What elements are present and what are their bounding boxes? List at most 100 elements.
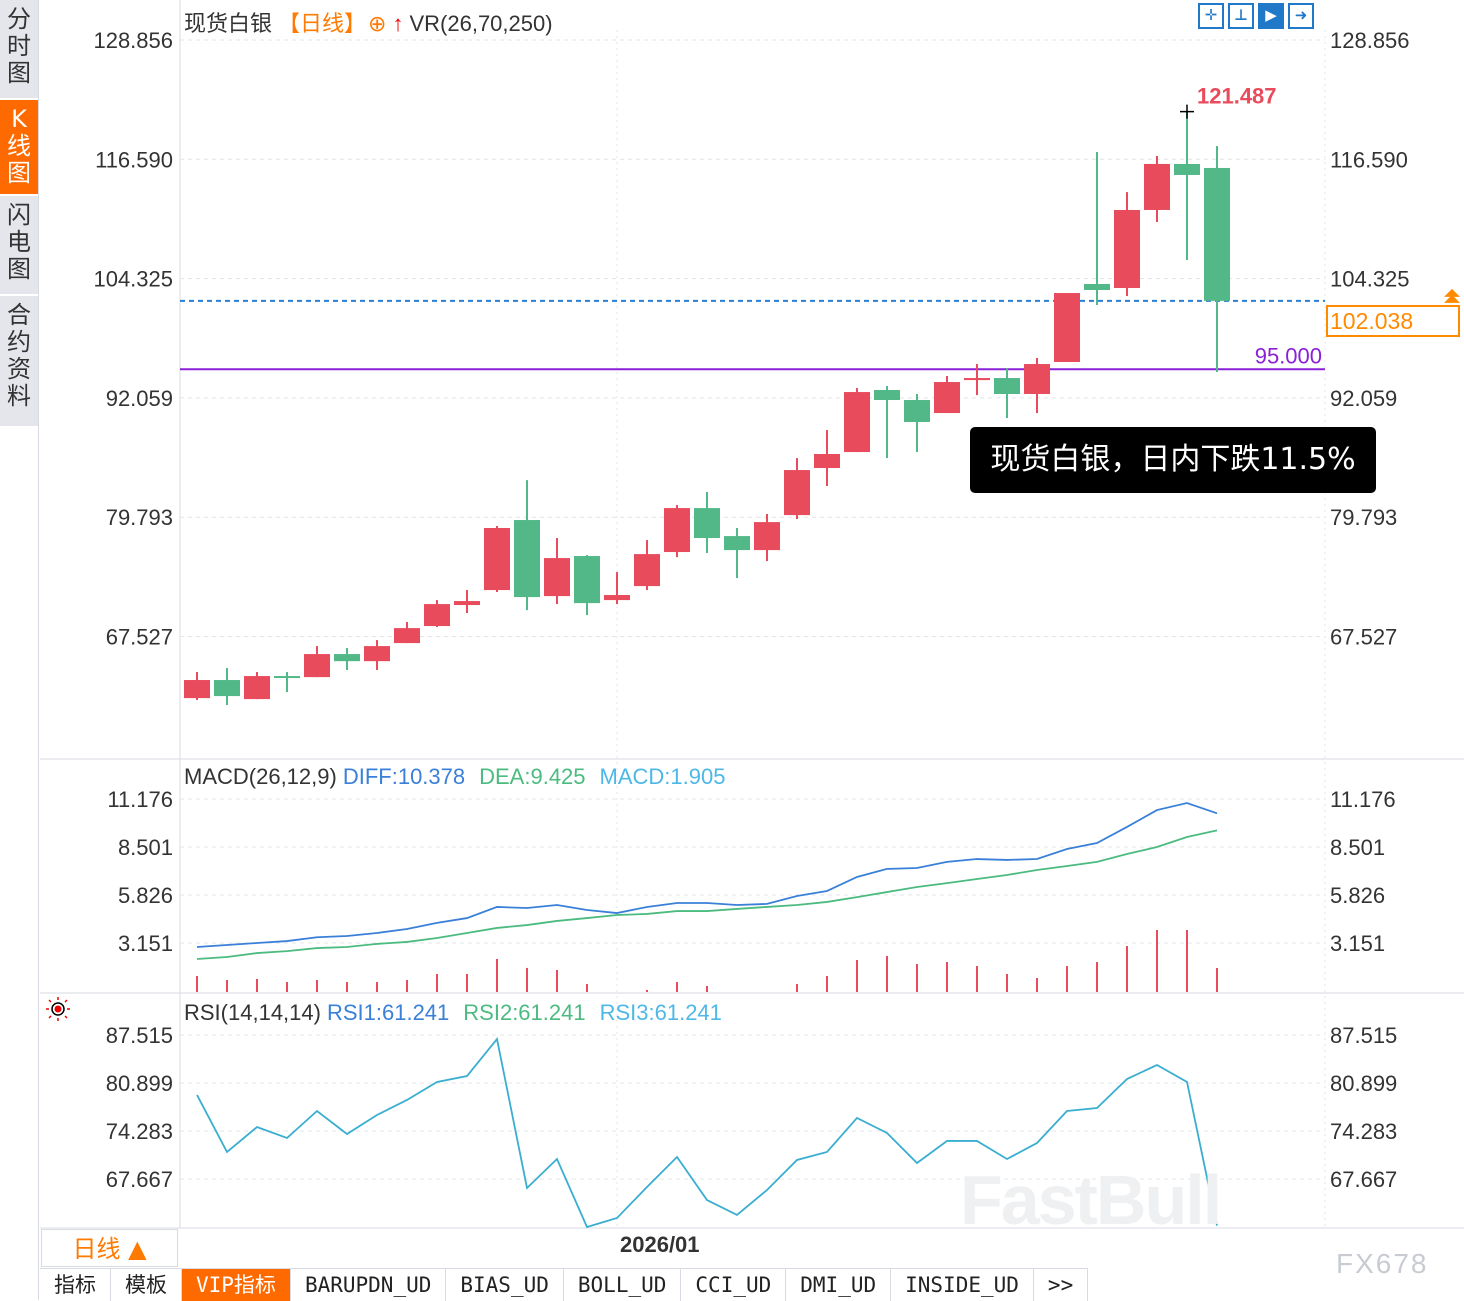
period-selector-button[interactable]: 日线 ▲: [41, 1229, 178, 1267]
candle-body: [754, 522, 780, 551]
sidebar-item-kline[interactable]: K线图: [0, 100, 38, 196]
candle-body: [604, 595, 630, 601]
crosshair-icon[interactable]: ✛: [1198, 3, 1224, 29]
dea-line: [196, 829, 1218, 960]
candle-body: [664, 508, 690, 553]
chart-toolbar: ✛ ⊥ ▶ ➜: [1198, 3, 1314, 29]
x-axis-date-label: 2026/01: [620, 1232, 700, 1257]
y-axis-tick-label-left: 11.176: [107, 787, 173, 812]
tab-cci-ud[interactable]: CCI_UD: [681, 1269, 787, 1301]
range-measure-icon[interactable]: ⊥: [1228, 3, 1254, 29]
rsi3-value: RSI3:61.241: [599, 1000, 722, 1025]
tab-boll-ud[interactable]: BOLL_UD: [564, 1269, 682, 1301]
candle-body: [214, 680, 240, 697]
candle-body: [994, 378, 1020, 394]
rsi1-value: RSI1:61.241: [326, 1000, 450, 1025]
y-axis-tick-label-right: 80.899: [1330, 1071, 1397, 1096]
macd-header: MACD(26,12,9) DIFF:10.378 DEA:9.425 MACD:1.…: [184, 764, 731, 790]
y-axis-tick-label-left: 128.856: [93, 28, 173, 53]
y-axis-tick-label-left: 74.283: [106, 1119, 173, 1144]
tab-more-button[interactable]: >>: [1034, 1269, 1089, 1301]
high-price-label: 121.487: [1197, 84, 1277, 109]
candle-body: [394, 628, 420, 644]
y-axis-tick-label-right: 116.590: [1330, 147, 1408, 172]
y-axis-tick-label-left: 67.667: [106, 1167, 173, 1192]
y-axis-tick-label-left: 116.590: [95, 147, 173, 172]
y-axis-tick-label-right: 67.527: [1330, 625, 1397, 650]
tab-vip-indicators[interactable]: VIP指标: [182, 1269, 291, 1301]
candle-body: [544, 558, 570, 597]
watermark-code: FX678: [1336, 1248, 1429, 1279]
tab-templates[interactable]: 模板: [111, 1269, 182, 1301]
rsi-title[interactable]: RSI(14,14,14): [184, 1000, 321, 1025]
rsi-line: [196, 1036, 1218, 1229]
candle-body: [334, 654, 360, 662]
candle-body: [874, 390, 900, 401]
y-axis-tick-label-left: 67.527: [106, 625, 173, 650]
macd-value: MACD:1.905: [599, 764, 726, 789]
y-axis-tick-label-left: 5.826: [118, 883, 173, 908]
y-axis-tick-label-right: 128.856: [1330, 28, 1410, 53]
candle-body: [844, 392, 870, 453]
candle-body: [274, 676, 300, 679]
candle-body: [634, 554, 660, 587]
candle-body: [694, 508, 720, 539]
symbol-title: 现货白银: [184, 11, 273, 36]
y-axis-tick-label-left: 3.151: [118, 931, 173, 956]
macd-title[interactable]: MACD(26,12,9): [184, 764, 337, 789]
y-axis-tick-label-left: 80.899: [106, 1071, 173, 1096]
candle-body: [724, 536, 750, 551]
watermark-brand: FastBull: [960, 1161, 1222, 1239]
last-price-label: 102.038: [1326, 305, 1460, 337]
y-axis-tick-label-right: 67.667: [1330, 1167, 1397, 1192]
candle-body: [304, 654, 330, 678]
tab-bias-ud[interactable]: BIAS_UD: [446, 1269, 564, 1301]
macd-dea-value: DEA:9.425: [479, 764, 586, 789]
indicator-settings-icon[interactable]: [44, 995, 72, 1023]
play-chart-icon[interactable]: ▶: [1258, 3, 1284, 29]
indicator-label[interactable]: VR(26,70,250): [409, 11, 553, 36]
rsi2-value: RSI2:61.241: [463, 1000, 586, 1025]
y-axis-tick-label-right: 74.283: [1330, 1119, 1397, 1144]
candle-body: [1204, 167, 1230, 301]
candle-body: [814, 453, 840, 469]
y-axis-tick-label-right: 104.325: [1330, 267, 1410, 292]
y-axis-tick-label-right: 8.501: [1330, 835, 1385, 860]
arrow-up-icon[interactable]: ↑: [392, 11, 404, 36]
candle-body: [244, 676, 270, 700]
add-indicator-icon[interactable]: ⊕: [368, 11, 387, 36]
sidebar-item-flash[interactable]: 闪电图: [0, 196, 38, 296]
y-axis-tick-label-right: 5.826: [1330, 883, 1385, 908]
candle-body: [1114, 209, 1140, 288]
high-marker-icon: [1180, 104, 1194, 119]
candle-body: [454, 601, 480, 606]
period-label[interactable]: 【日线】: [278, 11, 367, 36]
tab-barupdn-ud[interactable]: BARUPDN_UD: [291, 1269, 447, 1301]
indicator-tab-bar: 指标 模板 VIP指标 BARUPDN_UD BIAS_UD BOLL_UD C…: [40, 1268, 1089, 1301]
candle-body: [574, 556, 600, 604]
candle-body: [904, 400, 930, 423]
candle-body: [1024, 364, 1050, 394]
support-line-label: 95.000: [1255, 343, 1322, 368]
y-axis-tick-label-left: 87.515: [106, 1023, 173, 1048]
candle-body: [184, 680, 210, 699]
macd-diff-value: DIFF:10.378: [342, 764, 466, 789]
scroll-right-icon[interactable]: ➜: [1288, 3, 1314, 29]
tab-inside-ud[interactable]: INSIDE_UD: [891, 1269, 1034, 1301]
tab-dmi-ud[interactable]: DMI_UD: [786, 1269, 892, 1301]
candle-body: [1054, 293, 1080, 362]
y-axis-tick-label-right: 79.793: [1330, 505, 1397, 530]
sidebar-item-contract[interactable]: 合约资料: [0, 296, 38, 428]
last-price-arrow-icon: [1444, 288, 1460, 303]
y-axis-tick-label-left: 92.059: [106, 386, 173, 411]
candle-body: [484, 528, 510, 591]
tab-indicators[interactable]: 指标: [40, 1269, 111, 1301]
candle-body: [424, 604, 450, 627]
candle-body: [784, 470, 810, 516]
annotation-box: 现货白银，日内下跌11.5%: [970, 427, 1376, 493]
y-axis-tick-label-right: 87.515: [1330, 1023, 1397, 1048]
y-axis-tick-label-left: 104.325: [93, 267, 173, 292]
main-chart-header: 现货白银 【日线】⊕ ↑ VR(26,70,250): [184, 6, 559, 38]
sidebar-item-timeshare[interactable]: 分时图: [0, 0, 38, 100]
